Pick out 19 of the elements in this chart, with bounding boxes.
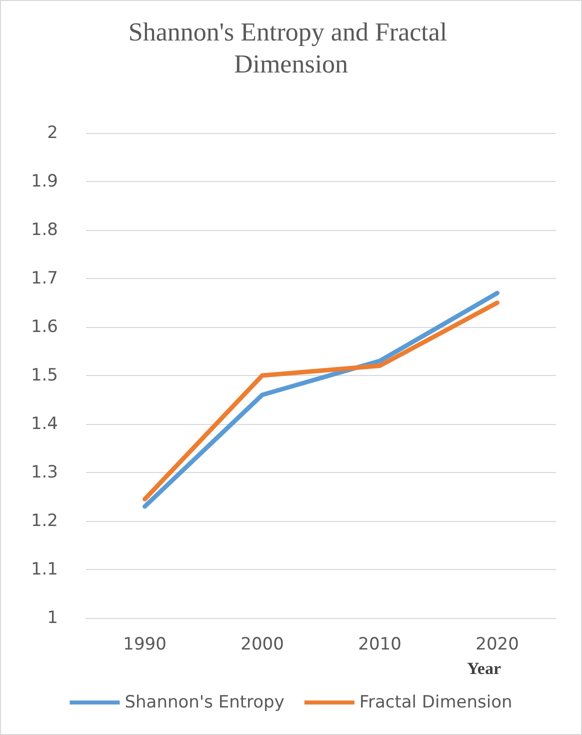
y-tick-label: 1.7 xyxy=(30,268,58,288)
legend-label: Fractal Dimension xyxy=(359,692,512,712)
x-tick-label: 2020 xyxy=(476,634,519,654)
y-tick-label: 1.8 xyxy=(30,220,58,240)
y-tick-label: 1.9 xyxy=(30,172,58,192)
legend-label: Shannon's Entropy xyxy=(124,692,284,712)
y-tick-label: 1.2 xyxy=(30,511,58,531)
y-tick-label: 1.6 xyxy=(30,317,58,337)
y-tick-label: 2 xyxy=(47,123,58,143)
x-tick-label: 2010 xyxy=(358,634,402,654)
x-tick-label: 2000 xyxy=(240,634,284,654)
chart-title: Shannon's Entropy and Fractal Dimension xyxy=(128,18,454,78)
y-tick-label: 1 xyxy=(47,608,58,628)
y-tick-label: 1.1 xyxy=(30,560,58,580)
y-tick-label: 1.4 xyxy=(30,414,58,434)
y-tick-label: 1.3 xyxy=(30,462,58,482)
x-axis-title: Year xyxy=(467,659,502,678)
y-tick-label: 1.5 xyxy=(30,366,58,386)
x-tick-label: 1990 xyxy=(123,634,166,654)
